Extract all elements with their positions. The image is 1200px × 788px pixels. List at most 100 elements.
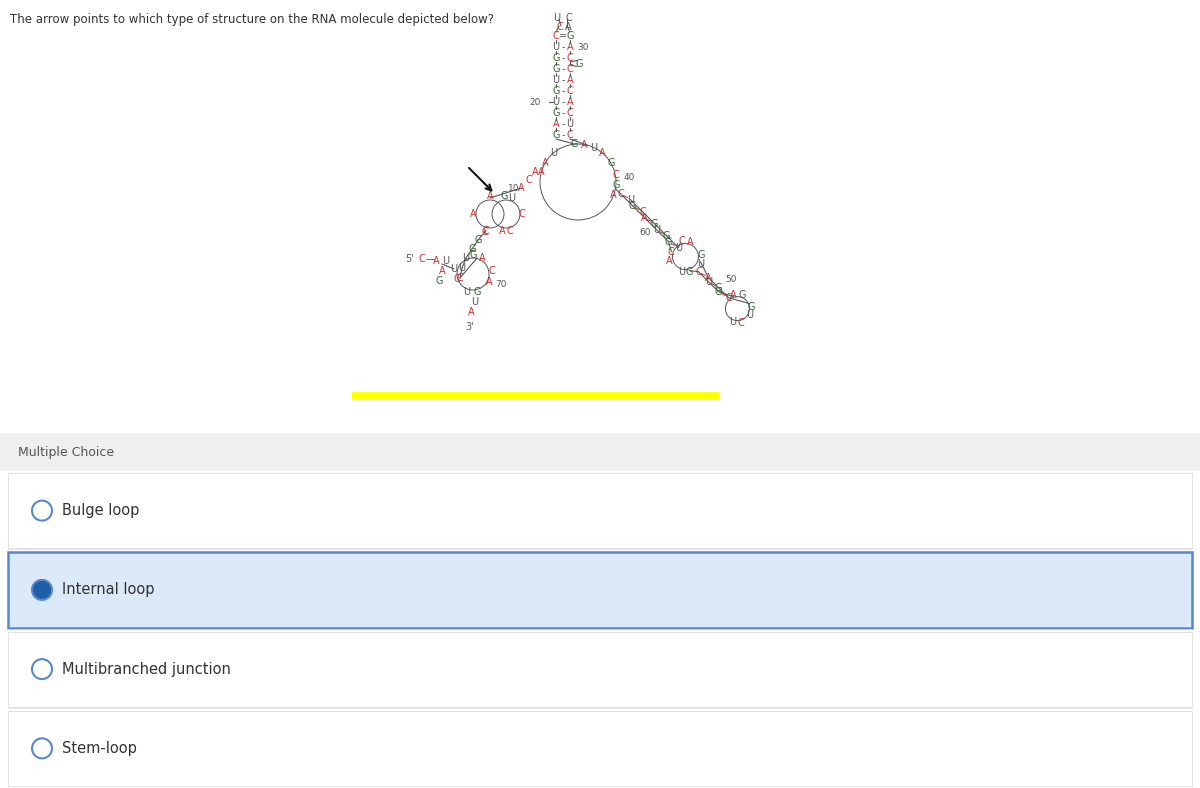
Text: 50: 50 [726, 275, 737, 284]
Text: U: U [450, 264, 457, 274]
Text: G: G [566, 31, 574, 41]
Text: -: - [562, 119, 565, 129]
Text: G: G [552, 64, 559, 74]
Text: Multiple Choice: Multiple Choice [18, 445, 114, 459]
Text: G: G [665, 236, 672, 247]
Text: G: G [748, 302, 755, 311]
Text: U: U [566, 119, 574, 129]
FancyBboxPatch shape [8, 552, 1192, 627]
Text: Internal loop: Internal loop [62, 582, 155, 597]
Text: U: U [462, 253, 469, 263]
Text: Stem-loop: Stem-loop [62, 741, 137, 756]
Text: C: C [640, 206, 646, 217]
Text: A: A [566, 97, 574, 107]
Text: G: G [552, 86, 559, 96]
Text: G: G [552, 53, 559, 63]
Text: U: U [552, 75, 559, 85]
Text: G: G [571, 139, 578, 149]
FancyBboxPatch shape [8, 631, 1192, 707]
Text: C: C [617, 188, 624, 199]
FancyBboxPatch shape [8, 473, 1192, 548]
Text: U: U [653, 225, 660, 235]
Text: 70: 70 [496, 280, 506, 288]
Text: U: U [463, 287, 470, 297]
Text: G: G [575, 58, 583, 69]
Text: 5': 5' [406, 254, 414, 264]
Text: A: A [581, 139, 588, 150]
Text: A: A [468, 307, 474, 317]
Text: C: C [612, 170, 619, 180]
Text: C: C [678, 236, 685, 246]
Text: -: - [562, 53, 565, 63]
Text: The arrow points to which type of structure on the RNA molecule depicted below?: The arrow points to which type of struct… [10, 13, 494, 26]
Text: C: C [419, 254, 425, 264]
Text: U: U [443, 256, 450, 266]
Text: G: G [662, 231, 670, 240]
Text: C: C [557, 22, 563, 32]
Text: U: U [746, 310, 752, 320]
Text: G: G [607, 158, 614, 168]
Text: Bulge loop: Bulge loop [62, 503, 139, 519]
Text: A: A [688, 236, 694, 247]
Text: 60: 60 [640, 228, 650, 237]
Text: 20: 20 [529, 98, 541, 106]
Text: C: C [737, 318, 744, 328]
Text: U: U [458, 263, 466, 273]
Circle shape [32, 738, 52, 758]
Text: U: U [472, 297, 479, 307]
Text: -: - [562, 97, 565, 107]
Text: A: A [487, 191, 493, 201]
Text: C: C [457, 273, 463, 283]
Text: A: A [486, 277, 492, 287]
Circle shape [32, 580, 52, 600]
Text: A: A [541, 158, 548, 168]
Text: C: C [566, 64, 574, 74]
Text: U: U [553, 13, 560, 23]
Text: A: A [611, 190, 617, 200]
Text: C: C [667, 247, 673, 257]
Text: 3': 3' [466, 322, 474, 332]
Text: C: C [566, 108, 574, 118]
Circle shape [32, 659, 52, 679]
Text: —: — [425, 254, 434, 264]
Text: A: A [730, 290, 737, 299]
Text: A: A [499, 226, 505, 236]
Text: -: - [562, 64, 565, 74]
FancyBboxPatch shape [0, 433, 1200, 471]
Text: G: G [468, 244, 475, 254]
Text: A: A [599, 148, 606, 158]
Text: -: - [562, 75, 565, 85]
Text: U: U [552, 97, 559, 107]
Text: G: G [436, 276, 443, 286]
Text: U: U [697, 258, 704, 269]
Text: A: A [479, 253, 485, 263]
Text: C: C [526, 175, 532, 185]
Text: A: A [641, 213, 648, 222]
Text: A: A [553, 119, 559, 129]
Text: C: C [482, 226, 490, 236]
Text: C: C [566, 86, 574, 96]
Text: U: U [678, 266, 685, 277]
Text: C: C [518, 209, 526, 219]
FancyBboxPatch shape [0, 471, 1200, 788]
Text: U: U [674, 243, 682, 253]
Text: C: C [566, 130, 574, 140]
Text: G: G [629, 201, 636, 210]
Text: A: A [533, 167, 539, 177]
Text: -: - [562, 130, 565, 140]
Text: G: G [552, 108, 559, 118]
Text: C: C [488, 266, 496, 276]
Text: C: C [725, 292, 732, 303]
Text: A: A [538, 167, 545, 177]
Circle shape [32, 500, 52, 521]
Text: =: = [559, 31, 568, 41]
Text: U: U [626, 195, 634, 205]
Text: 40: 40 [624, 173, 635, 181]
Text: G: G [685, 266, 694, 277]
Text: G: G [739, 290, 746, 299]
Text: U: U [552, 42, 559, 52]
Text: C: C [553, 31, 559, 41]
Text: U: U [728, 317, 736, 326]
Text: U: U [590, 143, 598, 153]
FancyBboxPatch shape [8, 711, 1192, 786]
